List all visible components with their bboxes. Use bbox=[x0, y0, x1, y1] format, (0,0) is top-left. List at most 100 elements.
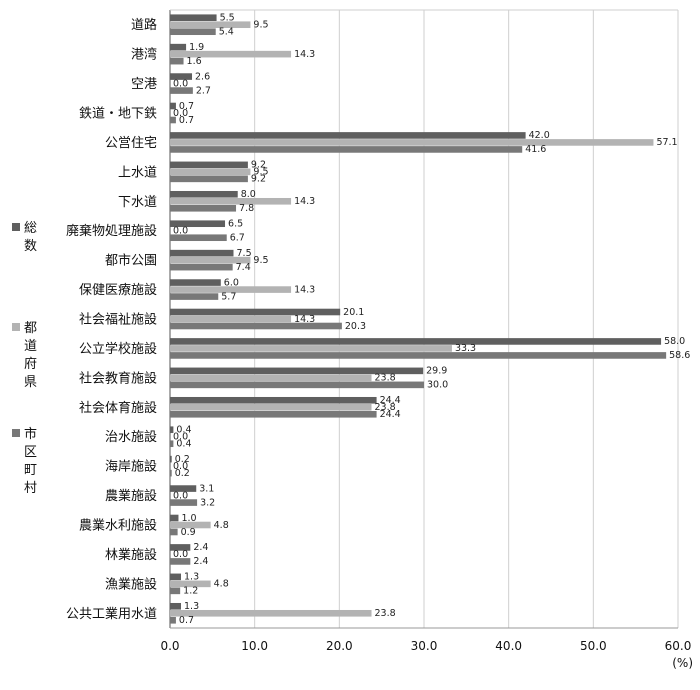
x-tick-label: 50.0 bbox=[580, 639, 607, 653]
bar bbox=[170, 367, 424, 375]
bar bbox=[170, 410, 377, 418]
bar bbox=[170, 374, 372, 382]
category-label: 治水施設 bbox=[105, 429, 157, 445]
bar bbox=[170, 514, 179, 522]
category-label: 農業水利施設 bbox=[79, 518, 157, 534]
value-label: 1.9 bbox=[189, 42, 204, 53]
bar bbox=[170, 558, 191, 565]
bar bbox=[170, 263, 233, 271]
bar bbox=[170, 499, 198, 506]
bar bbox=[170, 73, 193, 80]
bar bbox=[170, 87, 193, 94]
category-label: 廃棄物処理施設 bbox=[66, 223, 157, 239]
category-label: 公立学校施設 bbox=[79, 341, 157, 357]
value-label: 58.0 bbox=[664, 336, 685, 347]
bar bbox=[170, 616, 176, 624]
value-label: 9.5 bbox=[253, 20, 268, 31]
legend-label: 総数 bbox=[24, 221, 37, 254]
value-labels: 5.59.55.41.914.31.62.60.02.70.70.00.742.… bbox=[173, 13, 690, 627]
value-label: 1.3 bbox=[184, 601, 199, 612]
category-label: 社会福祉施設 bbox=[79, 312, 157, 328]
value-label: 23.8 bbox=[375, 402, 396, 413]
category-label: 保健医療施設 bbox=[79, 282, 157, 298]
bar bbox=[170, 279, 221, 286]
value-label: 23.8 bbox=[375, 608, 396, 619]
bar bbox=[170, 146, 523, 153]
bar bbox=[170, 455, 172, 463]
value-label: 57.1 bbox=[656, 137, 677, 148]
value-label: 2.6 bbox=[195, 71, 210, 82]
unit-label: (%) bbox=[672, 656, 693, 670]
value-label: 8.0 bbox=[241, 189, 256, 200]
bar bbox=[170, 168, 251, 176]
legend-label: 都道府県 bbox=[24, 321, 37, 390]
value-label: 58.6 bbox=[669, 350, 690, 361]
bar bbox=[170, 396, 377, 404]
value-label: 0.7 bbox=[179, 115, 194, 126]
bar bbox=[170, 322, 342, 330]
value-label: 0.7 bbox=[179, 615, 194, 626]
value-label: 0.0 bbox=[173, 549, 188, 560]
bar bbox=[170, 190, 238, 198]
bar bbox=[170, 204, 237, 212]
value-label: 0.0 bbox=[173, 226, 188, 237]
x-tick-label: 20.0 bbox=[326, 639, 353, 653]
value-label: 0.0 bbox=[173, 78, 188, 89]
value-label: 2.4 bbox=[193, 542, 208, 553]
bar bbox=[170, 21, 251, 29]
bar bbox=[170, 50, 292, 58]
bar bbox=[170, 426, 174, 434]
bar bbox=[170, 521, 211, 529]
value-label: 1.6 bbox=[187, 56, 202, 67]
bar bbox=[170, 102, 176, 110]
value-label: 5.4 bbox=[219, 27, 234, 38]
value-label: 30.0 bbox=[427, 380, 448, 391]
legend-swatch bbox=[12, 429, 20, 437]
value-label: 0.0 bbox=[173, 490, 188, 501]
value-label: 5.7 bbox=[221, 291, 236, 302]
value-label: 42.0 bbox=[529, 130, 550, 141]
bar bbox=[170, 14, 217, 22]
bar bbox=[170, 469, 172, 477]
bar bbox=[170, 57, 184, 65]
x-tick-label: 0.0 bbox=[160, 639, 179, 653]
value-label: 0.4 bbox=[176, 439, 191, 450]
bar bbox=[170, 338, 662, 345]
value-label: 24.4 bbox=[380, 409, 401, 420]
value-label: 7.5 bbox=[237, 248, 252, 259]
bar-marks bbox=[170, 14, 667, 624]
bar bbox=[170, 175, 248, 183]
bar bbox=[170, 587, 181, 595]
value-label: 1.0 bbox=[181, 513, 196, 524]
value-label: 6.0 bbox=[224, 277, 239, 288]
bar bbox=[170, 580, 211, 588]
legend-swatch bbox=[12, 223, 20, 231]
bar bbox=[170, 234, 227, 242]
category-label: 公営住宅 bbox=[105, 136, 157, 151]
category-label: 社会体育施設 bbox=[79, 400, 157, 416]
value-label: 9.2 bbox=[251, 174, 266, 185]
value-label: 0.2 bbox=[175, 454, 190, 465]
value-label: 2.4 bbox=[193, 556, 208, 567]
bar bbox=[170, 609, 372, 617]
bar bbox=[170, 28, 216, 36]
x-tick-label: 40.0 bbox=[495, 639, 522, 653]
bar bbox=[170, 197, 292, 205]
category-label: 鉄道・地下鉄 bbox=[79, 107, 157, 122]
value-label: 9.5 bbox=[253, 167, 268, 178]
category-labels: 道路港湾空港鉄道・地下鉄公営住宅上水道下水道廃棄物処理施設都市公園保健医療施設社… bbox=[66, 17, 157, 622]
category-label: 道路 bbox=[131, 17, 157, 33]
value-label: 1.2 bbox=[183, 586, 198, 597]
bar bbox=[170, 249, 234, 257]
category-label: 社会教育施設 bbox=[79, 370, 157, 386]
x-tick-label: 10.0 bbox=[241, 639, 268, 653]
value-label: 0.9 bbox=[181, 527, 196, 538]
value-label: 33.3 bbox=[455, 343, 476, 354]
value-label: 14.3 bbox=[294, 196, 315, 207]
bar bbox=[170, 352, 667, 359]
bar bbox=[170, 440, 174, 448]
value-label: 0.4 bbox=[176, 425, 191, 436]
category-label: 公共工業用水道 bbox=[66, 606, 157, 622]
